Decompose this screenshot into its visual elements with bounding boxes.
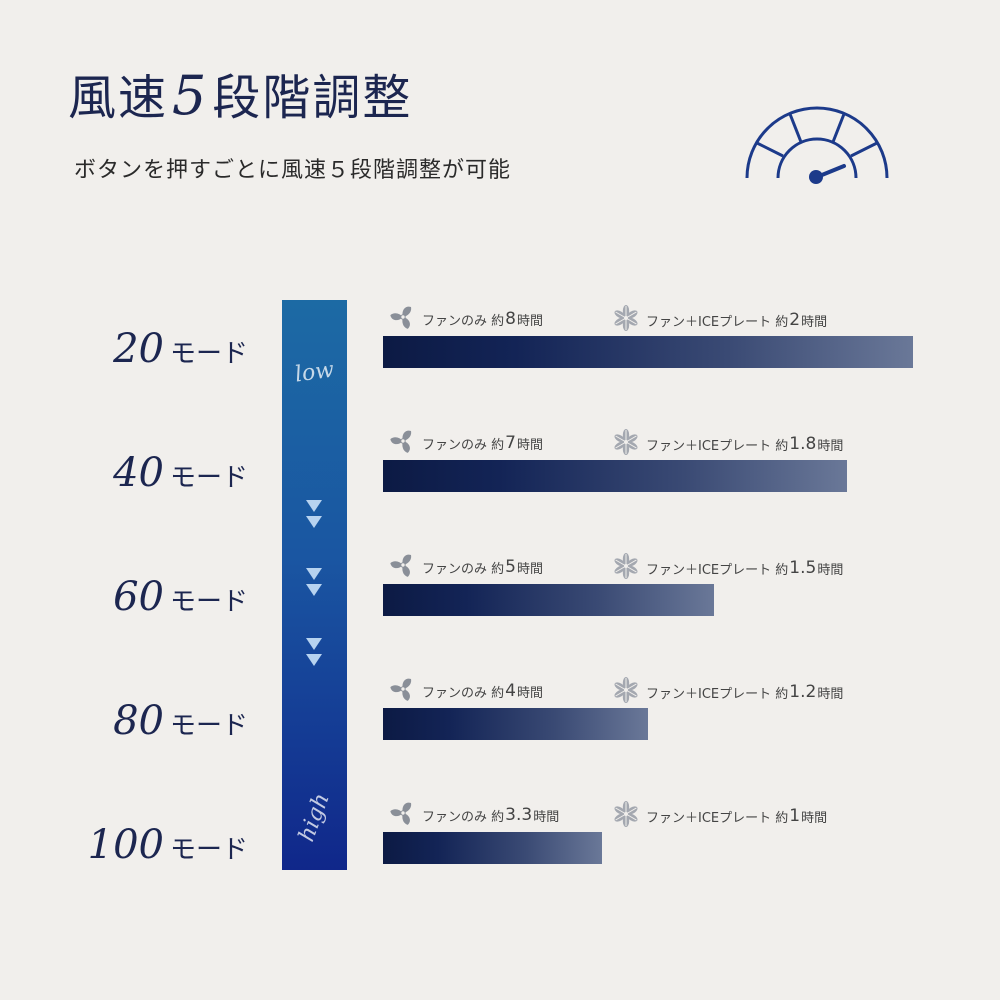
fan-only-prefix: ファンのみ 約 <box>422 437 505 453</box>
fan-ice-unit: 時間 <box>817 686 844 702</box>
fan-only-unit: 時間 <box>516 685 543 701</box>
fan-ice-runtime: ファン＋ICEプレート 約 2 時間 <box>612 304 827 336</box>
snowflake-icon <box>612 800 646 832</box>
fan-only-hours: 3.3 <box>505 805 533 825</box>
fan-only-unit: 時間 <box>533 809 560 825</box>
title-number: 5 <box>172 64 209 127</box>
fan-ice-hours: 2 <box>789 310 801 330</box>
snowflake-icon <box>612 304 646 336</box>
mode-unit: モード <box>169 587 248 617</box>
fan-only-hours: 4 <box>505 681 516 701</box>
fan-ice-runtime: ファン＋ICEプレート 約 1.5 時間 <box>612 552 843 584</box>
fan-ice-hours: 1.5 <box>789 558 817 578</box>
runtime-info-row: ファンのみ 約 7 時間 ファン＋ICEプレート 約 1.8 時間 <box>390 428 950 455</box>
fan-only-runtime: ファンのみ 約 5 時間 <box>390 552 543 582</box>
fan-ice-prefix: ファン＋ICEプレート 約 <box>646 686 789 702</box>
down-arrow-icon <box>306 654 322 666</box>
fan-only-prefix: ファンのみ 約 <box>422 313 505 329</box>
down-arrow-icon <box>306 568 322 580</box>
fan-ice-prefix: ファン＋ICEプレート 約 <box>646 438 789 454</box>
runtime-bar <box>383 832 602 864</box>
mode-number: 20 <box>113 326 164 372</box>
fan-icon <box>390 552 422 582</box>
runtime-info-row: ファンのみ 約 3.3 時間 ファン＋ICEプレート 約 1 時間 <box>390 800 950 827</box>
high-label: high <box>294 789 335 846</box>
fan-only-hours: 7 <box>505 433 516 453</box>
mode-label: 20 モード <box>28 326 248 372</box>
fan-ice-runtime: ファン＋ICEプレート 約 1 時間 <box>612 800 827 832</box>
mode-number: 100 <box>87 822 164 868</box>
runtime-bar <box>383 708 648 740</box>
runtime-bar <box>383 336 913 368</box>
down-arrow-icon <box>306 638 322 650</box>
fan-only-unit: 時間 <box>516 437 543 453</box>
page-subtitle: ボタンを押すごとに風速５段階調整が可能 <box>74 158 512 183</box>
fan-only-unit: 時間 <box>516 313 543 329</box>
fan-ice-prefix: ファン＋ICEプレート 約 <box>646 562 789 578</box>
mode-unit: モード <box>169 711 248 741</box>
snowflake-icon <box>612 552 646 584</box>
mode-unit: モード <box>169 835 248 865</box>
speedometer-icon <box>745 106 889 184</box>
page-title: 風速5段階調整 <box>68 58 412 128</box>
fan-icon <box>390 428 422 458</box>
mode-label: 80 モード <box>28 698 248 744</box>
fan-ice-prefix: ファン＋ICEプレート 約 <box>646 810 789 826</box>
fan-ice-runtime: ファン＋ICEプレート 約 1.2 時間 <box>612 676 843 708</box>
fan-only-hours: 8 <box>505 309 516 329</box>
mode-label: 100 モード <box>28 822 248 868</box>
down-arrow-icon <box>306 500 322 512</box>
runtime-info-row: ファンのみ 約 4 時間 ファン＋ICEプレート 約 1.2 時間 <box>390 676 950 703</box>
speed-gradient-bar: low high <box>282 300 347 870</box>
fan-only-runtime: ファンのみ 約 3.3 時間 <box>390 800 559 830</box>
fan-only-prefix: ファンのみ 約 <box>422 685 505 701</box>
fan-ice-unit: 時間 <box>801 810 828 826</box>
title-prefix: 風速 <box>68 70 169 126</box>
fan-icon <box>390 304 422 334</box>
runtime-bar <box>383 460 847 492</box>
down-arrow-icon <box>306 584 322 596</box>
down-arrow-icon <box>306 516 322 528</box>
runtime-bar <box>383 584 714 616</box>
fan-only-prefix: ファンのみ 約 <box>422 809 505 825</box>
low-label: low <box>293 357 336 388</box>
snowflake-icon <box>612 428 646 460</box>
fan-only-prefix: ファンのみ 約 <box>422 561 505 577</box>
snowflake-icon <box>612 676 646 708</box>
mode-number: 80 <box>113 698 164 744</box>
runtime-info-row: ファンのみ 約 8 時間 ファン＋ICEプレート 約 2 時間 <box>390 304 950 331</box>
fan-ice-hours: 1 <box>789 806 801 826</box>
fan-only-runtime: ファンのみ 約 4 時間 <box>390 676 543 706</box>
fan-ice-hours: 1.8 <box>789 434 817 454</box>
fan-ice-runtime: ファン＋ICEプレート 約 1.8 時間 <box>612 428 843 460</box>
fan-icon <box>390 676 422 706</box>
mode-label: 60 モード <box>28 574 248 620</box>
mode-label: 40 モード <box>28 450 248 496</box>
fan-ice-unit: 時間 <box>817 562 844 578</box>
fan-icon <box>390 800 422 830</box>
mode-number: 40 <box>113 450 164 496</box>
fan-only-runtime: ファンのみ 約 7 時間 <box>390 428 543 458</box>
fan-only-hours: 5 <box>505 557 516 577</box>
fan-ice-unit: 時間 <box>817 438 844 454</box>
fan-ice-prefix: ファン＋ICEプレート 約 <box>646 314 789 330</box>
fan-only-unit: 時間 <box>516 561 543 577</box>
fan-ice-hours: 1.2 <box>789 682 817 702</box>
mode-number: 60 <box>113 574 164 620</box>
mode-unit: モード <box>169 339 248 369</box>
runtime-info-row: ファンのみ 約 5 時間 ファン＋ICEプレート 約 1.5 時間 <box>390 552 950 579</box>
mode-unit: モード <box>169 463 248 493</box>
fan-only-runtime: ファンのみ 約 8 時間 <box>390 304 543 334</box>
fan-ice-unit: 時間 <box>801 314 828 330</box>
title-suffix: 段階調整 <box>212 70 413 126</box>
